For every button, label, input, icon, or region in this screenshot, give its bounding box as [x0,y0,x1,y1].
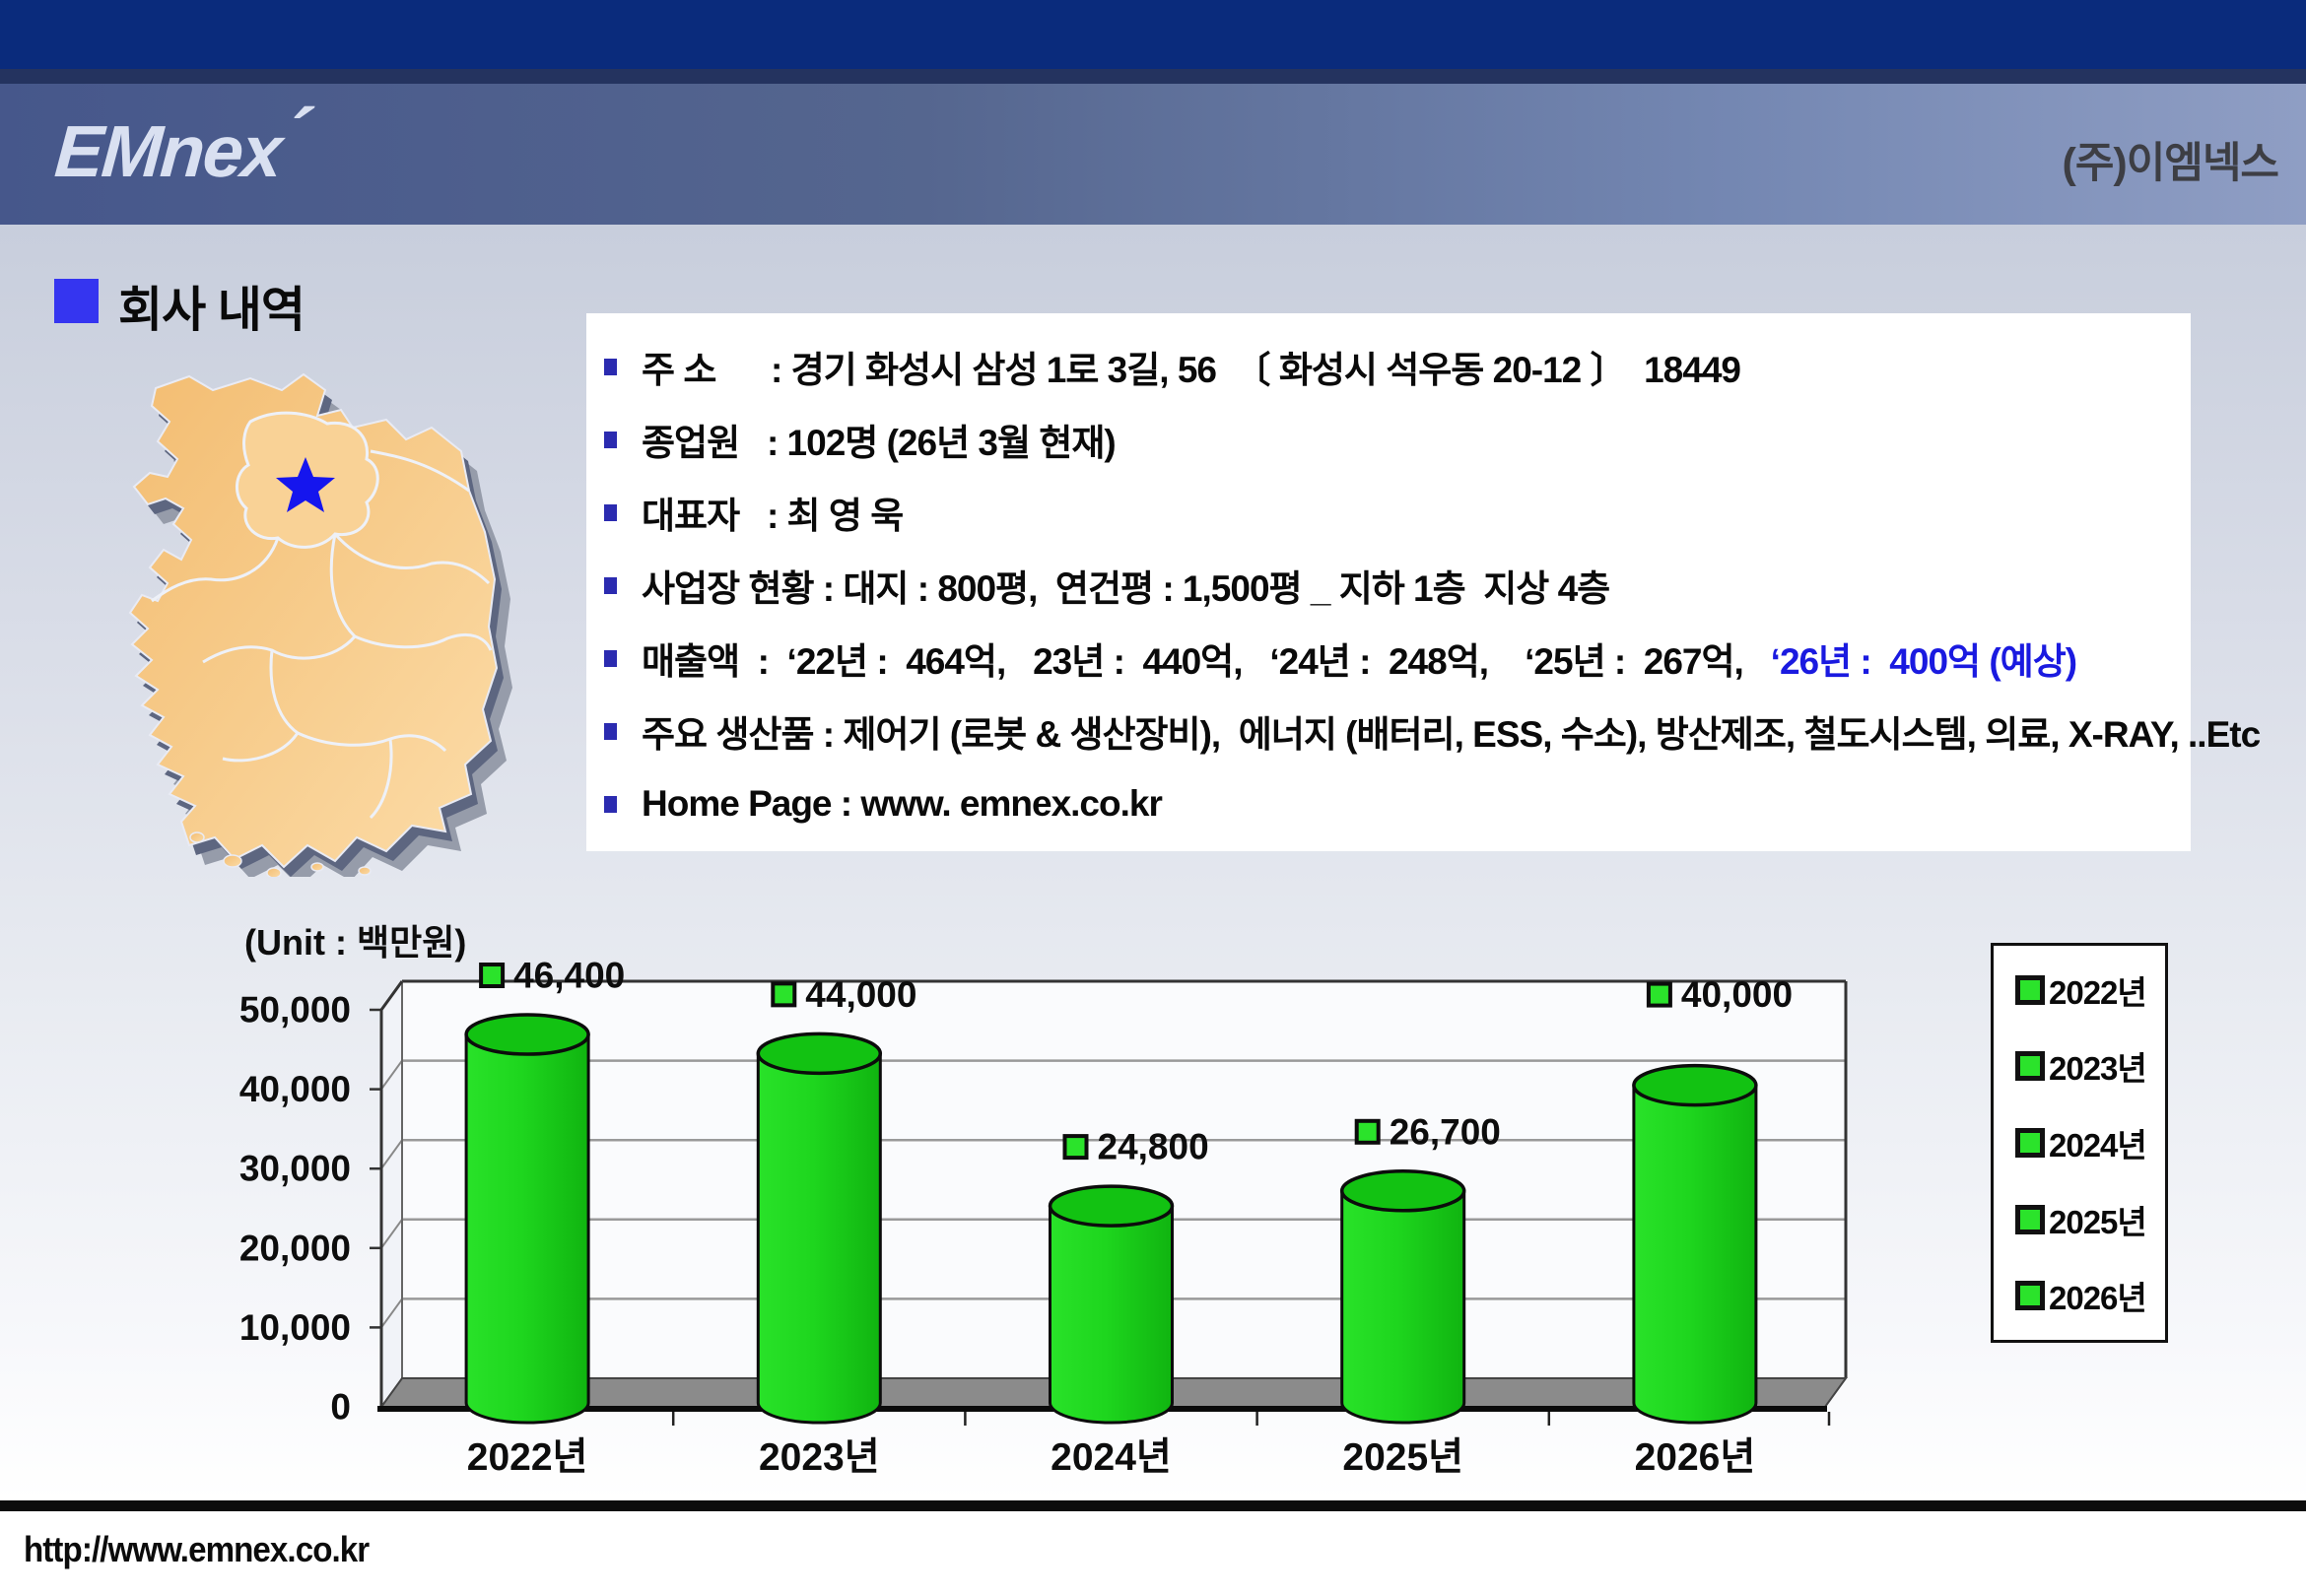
y-tick-label: 40,000 [239,1069,351,1109]
legend-label: 2026년 [2049,1280,2147,1317]
data-label-marker [1646,981,1672,1008]
legend-swatch-icon [2015,1051,2045,1082]
section-bullet-square-icon [54,279,99,323]
bullet-square-icon [604,649,617,667]
info-row-address: 주 소 : 경기 화성시 삼성 1로 3길, 56 〔 화성시 석우동 20-1… [586,330,2191,403]
location-star-icon [276,457,335,512]
bar-cylinder [464,1032,590,1425]
data-label: 26,700 [1390,1111,1501,1152]
y-tick-label: 30,000 [239,1149,351,1189]
bar-cylinder-top [1339,1169,1466,1213]
x-category-label: 2022년 [467,1436,588,1479]
chart-unit-label: (Unit : 백만원) [244,922,467,963]
data-label-marker [1354,1118,1381,1145]
bar-cylinder [1632,1084,1758,1425]
bar-cylinder-top [756,1031,883,1076]
info-row-products: 주요 생산품 : 제어기 (로봇 & 생산장비), 에너지 (배터리, ESS,… [586,695,2261,767]
info-text: 사업장 현황 : 대지 : 800평, 연건평 : 1,500평 _ 지하 1층… [642,568,1610,609]
legend-label: 2022년 [2049,973,2147,1011]
info-text: 주요 생산품 : 제어기 (로봇 & 생산장비), 에너지 (배터리, ESS,… [642,714,2261,755]
company-name: (주)이엠넥스 [2062,140,2279,187]
data-label: 46,400 [513,956,625,996]
legend-label: 2023년 [2049,1050,2147,1088]
legend-item: 2023년 [1994,1042,2165,1090]
top-navy-bar [0,0,2306,69]
legend-swatch-icon [2015,1127,2045,1158]
bullet-square-icon [604,722,617,740]
header-band: EMnex´ (주)이엠넥스 [0,84,2306,225]
bullet-square-icon [604,431,617,448]
x-category-label: 2025년 [1342,1436,1463,1479]
company-info-box: 주 소 : 경기 화성시 삼성 1로 3길, 56 〔 화성시 석우동 20-1… [586,313,2261,851]
bullet-square-icon [604,503,617,521]
info-row-employees: 종업원 : 102명 (26년 3월 현재) [586,403,2191,476]
section-title: 회사 내역 [118,284,305,337]
legend-item: 2024년 [1994,1119,2165,1166]
legend-label: 2025년 [2049,1203,2147,1240]
data-label: 24,800 [1098,1127,1209,1167]
footer-divider-bar [0,1500,2306,1511]
info-row-site: 사업장 현황 : 대지 : 800평, 연건평 : 1,500평 _ 지하 1층… [586,549,2191,622]
y-tick-label: 0 [330,1387,351,1428]
data-label-marker [1062,1134,1089,1161]
bar-cylinder [1340,1189,1466,1425]
info-highlight: ‘26년 : 400억 (예상) [1770,641,2077,682]
x-category-label: 2024년 [1051,1436,1172,1479]
info-row-homepage: Home Page : www. emnex.co.kr [586,767,2191,840]
legend-label: 2024년 [2049,1126,2147,1164]
info-text: Home Page : www. emnex.co.kr [642,783,1163,824]
info-text: 대표자 : 최 영 욱 [642,496,904,536]
x-category-label: 2026년 [1635,1436,1756,1479]
footer-url: http://www.emnex.co.kr [24,1529,370,1569]
y-tick-label: 50,000 [239,990,351,1031]
legend-item: 2022년 [1994,966,2165,1014]
info-row-ceo: 대표자 : 최 영 욱 [586,476,2191,549]
y-tick-label: 20,000 [239,1228,351,1268]
header-divider [0,69,2306,84]
info-row-revenue: 매출액 : ‘22년 : 464억, 23년 : 440억, ‘24년 : 24… [586,622,2191,695]
data-label-marker [479,963,506,989]
info-text: 주 소 : 경기 화성시 삼성 1로 3길, 56 〔 화성시 석우동 20-1… [642,350,1741,390]
x-category-label: 2023년 [759,1436,880,1479]
bar-cylinder-top [464,1013,590,1056]
data-label-marker [771,981,797,1008]
korea-map [128,372,512,877]
bar-cylinder-top [1632,1063,1758,1107]
info-text: 매출액 : ‘22년 : 464억, 23년 : 440억, ‘24년 : 24… [642,641,1771,682]
y-tick-label: 10,000 [239,1307,351,1348]
bullet-square-icon [604,795,617,813]
chart-legend: 2022년 2023년 2024년 2025년 2026년 [1991,943,2168,1343]
legend-swatch-icon [2015,974,2045,1005]
map-islands [189,831,372,877]
data-label: 44,000 [805,974,916,1015]
map-country [128,372,499,869]
legend-item: 2025년 [1994,1196,2165,1243]
bar-cylinder [756,1051,882,1425]
bar-cylinder [1049,1204,1174,1425]
legend-swatch-icon [2015,1204,2045,1234]
map-province-borders [151,449,493,820]
legend-item: 2026년 [1994,1272,2165,1319]
data-label: 40,000 [1681,974,1793,1015]
bullet-square-icon [604,576,617,594]
bar-cylinder-top [1048,1184,1175,1228]
bullet-square-icon [604,358,617,375]
info-text: 종업원 : 102명 (26년 3월 현재) [642,423,1117,463]
legend-swatch-icon [2015,1281,2045,1311]
